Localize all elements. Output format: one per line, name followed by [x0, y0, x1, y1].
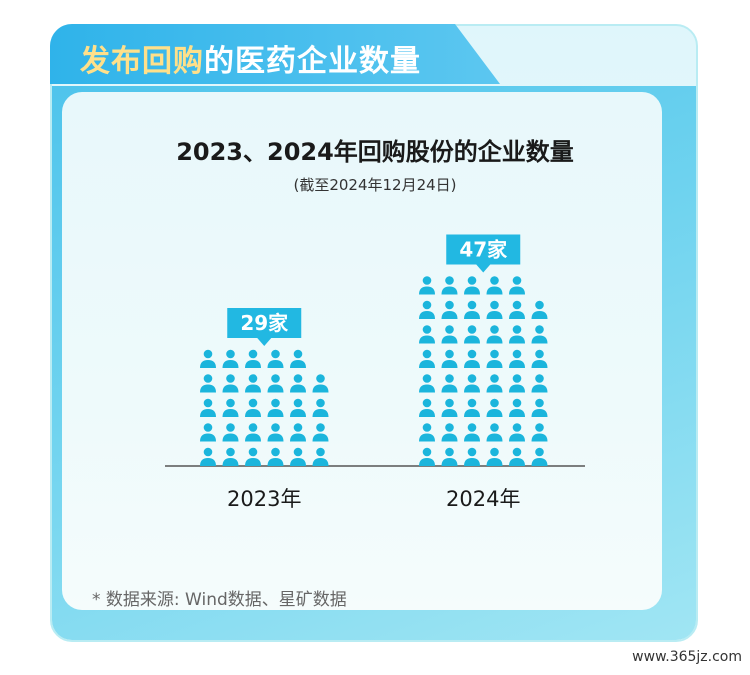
- person-icon: [419, 374, 435, 393]
- person-icon: [509, 374, 525, 393]
- person-icon: [267, 423, 284, 442]
- person-icon: [531, 374, 548, 393]
- person-icon: [222, 423, 239, 442]
- person-icon: [509, 398, 525, 417]
- person-icon: [441, 374, 458, 393]
- value-label-bubble: [227, 308, 302, 346]
- chart-title: 2023、2024年回购股份的企业数量: [176, 138, 574, 166]
- person-icon: [486, 423, 503, 442]
- person-icon: [531, 300, 548, 319]
- person-icon: [245, 349, 261, 368]
- source-note: * 数据来源: Wind数据、星矿数据: [92, 590, 347, 610]
- person-icon: [245, 447, 261, 466]
- person-icon: [419, 325, 435, 344]
- person-icon: [464, 349, 480, 368]
- page-title: 发布回购的医药企业数量: [80, 36, 421, 80]
- person-icon: [245, 423, 261, 442]
- person-icon: [419, 349, 435, 368]
- person-icon: [312, 447, 329, 466]
- person-icon: [200, 374, 216, 393]
- person-icon: [290, 374, 306, 393]
- person-icon: [419, 423, 435, 442]
- chart-subtitle: (截至2024年12月24日): [293, 176, 457, 194]
- page-title-rest: 的医药企业数量: [204, 44, 421, 79]
- person-icon: [267, 447, 284, 466]
- person-icon: [441, 325, 458, 344]
- person-icon: [486, 398, 503, 417]
- person-icon: [486, 447, 503, 466]
- person-icon: [441, 447, 458, 466]
- person-icon: [531, 447, 548, 466]
- person-icon: [486, 349, 503, 368]
- person-icon: [312, 398, 329, 417]
- value-label: 47家: [459, 238, 508, 262]
- person-icon: [509, 300, 525, 319]
- title-tab: [50, 24, 500, 84]
- person-icon: [200, 349, 216, 368]
- value-label: 29家: [240, 311, 289, 335]
- person-icon: [267, 374, 284, 393]
- person-icon: [222, 398, 239, 417]
- person-icon: [464, 276, 480, 295]
- person-icon: [464, 447, 480, 466]
- person-icon: [509, 349, 525, 368]
- person-icon: [200, 398, 216, 417]
- person-icon: [464, 423, 480, 442]
- person-icon: [486, 374, 503, 393]
- person-icon: [464, 374, 480, 393]
- person-icon: [419, 300, 435, 319]
- person-icon: [419, 276, 435, 295]
- person-icon: [290, 398, 306, 417]
- person-icon: [531, 325, 548, 344]
- person-icon: [419, 398, 435, 417]
- person-icon: [245, 374, 261, 393]
- person-icon: [486, 276, 503, 295]
- person-icon: [290, 423, 306, 442]
- person-icon: [509, 325, 525, 344]
- person-icon: [267, 398, 284, 417]
- person-icon: [290, 349, 306, 368]
- person-icon: [222, 374, 239, 393]
- category-label: 2024年: [446, 487, 520, 511]
- person-icon: [222, 349, 239, 368]
- person-icon: [267, 349, 284, 368]
- inner-panel: [62, 92, 662, 610]
- person-icon: [509, 447, 525, 466]
- page-title-highlight: 发布回购: [80, 44, 204, 79]
- person-icon: [441, 423, 458, 442]
- person-icon: [531, 349, 548, 368]
- person-icon: [245, 398, 261, 417]
- category-label: 2023年: [227, 487, 301, 511]
- person-icon: [200, 423, 216, 442]
- person-icon: [509, 423, 525, 442]
- person-icon: [312, 374, 329, 393]
- person-icon: [486, 325, 503, 344]
- person-icon: [222, 447, 239, 466]
- person-icon: [290, 447, 306, 466]
- person-icon: [531, 423, 548, 442]
- person-icon: [200, 447, 216, 466]
- person-icon: [464, 300, 480, 319]
- person-icon: [441, 300, 458, 319]
- person-icon: [441, 276, 458, 295]
- person-icon: [464, 398, 480, 417]
- person-icon: [509, 276, 525, 295]
- person-icon: [419, 447, 435, 466]
- person-icon: [312, 423, 329, 442]
- person-icon: [441, 349, 458, 368]
- person-icon: [486, 300, 503, 319]
- person-icon: [531, 398, 548, 417]
- person-icon: [464, 325, 480, 344]
- value-label-bubble: [446, 234, 521, 273]
- person-icon: [441, 398, 458, 417]
- watermark: www.365jz.com: [632, 649, 742, 665]
